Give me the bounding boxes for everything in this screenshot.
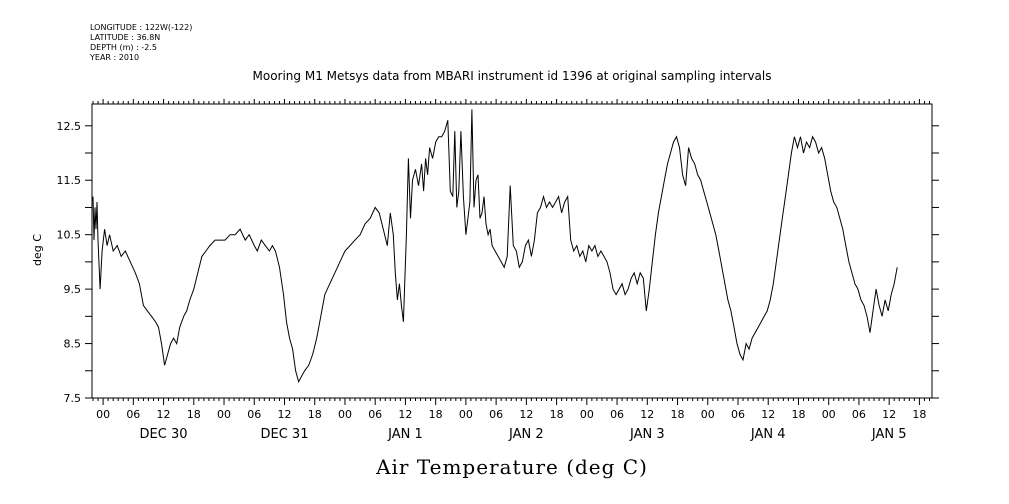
y-axis-label: deg C — [31, 234, 44, 266]
x-tick-label: 18 — [671, 408, 685, 421]
x-tick-label: 18 — [912, 408, 926, 421]
x-tick-label: 06 — [489, 408, 503, 421]
x-tick-label: 00 — [459, 408, 473, 421]
x-tick-label: 06 — [126, 408, 140, 421]
x-tick-label: 06 — [368, 408, 382, 421]
x-tick-label: 12 — [640, 408, 654, 421]
x-tick-label: 18 — [550, 408, 564, 421]
x-tick-label: 12 — [882, 408, 896, 421]
x-tick-label: 12 — [277, 408, 291, 421]
x-day-label: DEC 30 — [140, 427, 188, 442]
y-tick-label: 7.5 — [64, 392, 82, 405]
x-tick-label: 06 — [731, 408, 745, 421]
y-tick-label: 10.5 — [57, 229, 82, 242]
x-tick-label: 18 — [308, 408, 322, 421]
x-tick-label: 18 — [187, 408, 201, 421]
x-tick-label: 12 — [519, 408, 533, 421]
x-tick-label: 18 — [429, 408, 443, 421]
x-tick-label: 18 — [791, 408, 805, 421]
x-tick-label: 00 — [96, 408, 110, 421]
longitude-label: LONGITUDE : 122W(-122) — [90, 23, 192, 32]
y-tick-label: 11.5 — [57, 174, 82, 187]
x-tick-label: 12 — [157, 408, 171, 421]
x-day-label: JAN 4 — [750, 427, 786, 442]
axes: 00 06 12 18 00 06 12 18 00 06 12 18 00 06 12 18 00 06 12 18… — [57, 99, 939, 442]
x-tick-label: 06 — [852, 408, 866, 421]
x-tick-label: 00 — [580, 408, 594, 421]
x-axis-title: Air Temperature (deg C) — [375, 455, 648, 479]
x-tick-label: 00 — [217, 408, 231, 421]
year-label: YEAR : 2010 — [89, 53, 139, 62]
x-tick-label: 06 — [610, 408, 624, 421]
latitude-label: LATITUDE : 36.8N — [90, 33, 160, 42]
x-day-label: JAN 5 — [871, 427, 907, 442]
series-layer — [92, 109, 898, 384]
x-day-label: JAN 2 — [508, 427, 544, 442]
chart-title: Mooring M1 Metsys data from MBARI instru… — [253, 69, 772, 83]
x-tick-label: 12 — [398, 408, 412, 421]
y-tick-label: 12.5 — [57, 120, 82, 133]
x-tick-label: 00 — [338, 408, 352, 421]
x-day-label: JAN 3 — [629, 427, 665, 442]
x-tick-label: 12 — [761, 408, 775, 421]
y-tick-label: 8.5 — [64, 338, 82, 351]
plot-frame — [91, 103, 933, 399]
x-day-label: JAN 1 — [387, 427, 423, 442]
x-tick-label: 00 — [822, 408, 836, 421]
y-tick-label: 9.5 — [64, 283, 82, 296]
metadata-block: LONGITUDE : 122W(-122) LATITUDE : 36.8N … — [89, 23, 192, 62]
depth-label: DEPTH (m) : -2.5 — [90, 43, 157, 52]
x-tick-label: 06 — [247, 408, 261, 421]
x-tick-label: 00 — [701, 408, 715, 421]
x-day-label: DEC 31 — [260, 427, 308, 442]
series-line — [92, 109, 898, 384]
